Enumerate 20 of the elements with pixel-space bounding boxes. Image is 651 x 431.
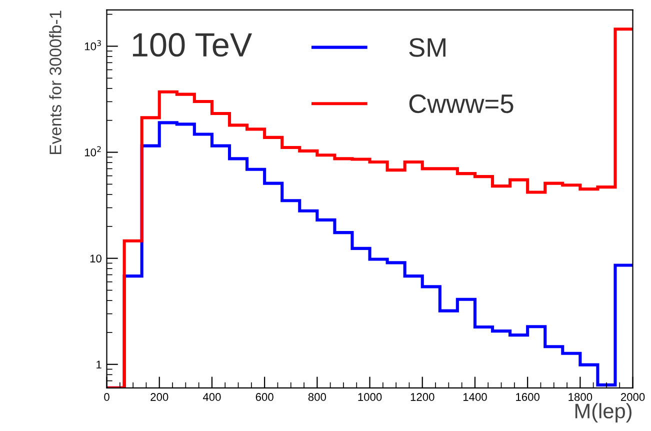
x-axis-title: M(lep) bbox=[575, 403, 632, 423]
annotation: 100 TeV bbox=[132, 33, 252, 57]
y-tick-label: 10$^{2}$ bbox=[84, 146, 101, 156]
x-tick-label: 600 bbox=[256, 393, 274, 401]
x-tick-label: 0 bbox=[104, 393, 110, 401]
x-tick-label: 400 bbox=[202, 393, 221, 401]
y-tick-label: 10 bbox=[90, 254, 102, 262]
x-tick-label: 1000 bbox=[358, 393, 382, 401]
x-tick-label: 1200 bbox=[410, 393, 434, 401]
legend-label: Cwww=5 bbox=[409, 94, 514, 114]
y-tick-label: 1 bbox=[96, 360, 102, 368]
y-axis-title: Events for 3000fb-1 bbox=[49, 10, 62, 154]
x-tick-label: 1800 bbox=[568, 393, 592, 401]
x-tick-label: 200 bbox=[150, 393, 168, 401]
x-tick-label: 2000 bbox=[620, 393, 645, 401]
x-tick-label: 1400 bbox=[463, 393, 487, 401]
y-tick-label: 10$^{3}$ bbox=[84, 40, 101, 50]
x-tick-label: 800 bbox=[308, 393, 326, 401]
x-tick-label: 1600 bbox=[516, 393, 540, 401]
legend-label: SM bbox=[409, 38, 446, 57]
